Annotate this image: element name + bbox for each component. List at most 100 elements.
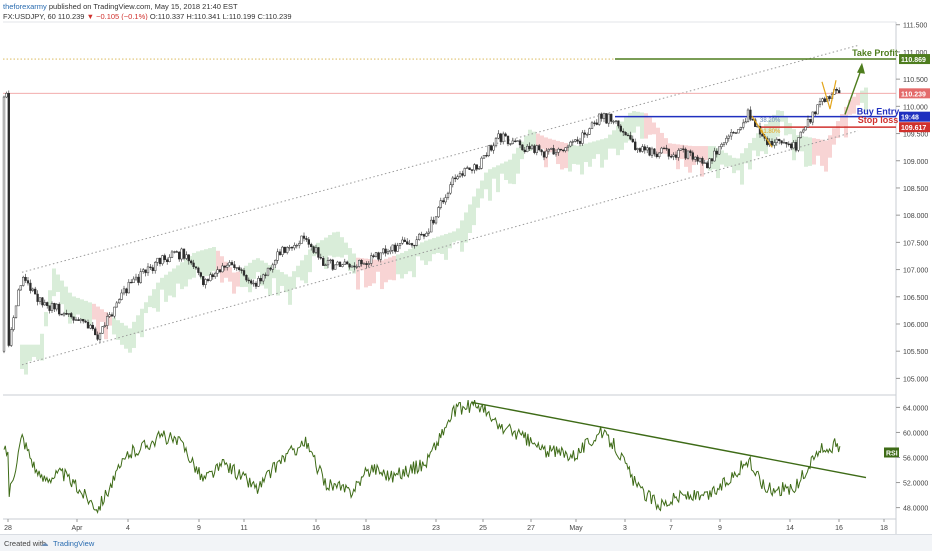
candle-body xyxy=(286,247,289,253)
cloud-segment xyxy=(664,138,668,154)
candle-body xyxy=(34,288,37,295)
time-axis-label: 4 xyxy=(126,525,130,532)
candle-body xyxy=(192,262,195,267)
time-axis-label: 25 xyxy=(479,525,487,532)
candle-body xyxy=(178,251,181,260)
candle-body xyxy=(295,244,298,247)
candle-body xyxy=(122,288,126,294)
cloud-segment xyxy=(496,165,500,193)
cloud-segment xyxy=(784,117,788,136)
candle-body xyxy=(413,244,416,247)
candle-body xyxy=(322,257,325,266)
candle-body xyxy=(331,259,334,270)
candle-body xyxy=(149,266,152,268)
candle-body xyxy=(197,267,200,273)
cloud-segment xyxy=(140,308,144,338)
candle-body xyxy=(206,279,210,281)
candle-body xyxy=(187,254,190,262)
candle-body xyxy=(209,274,212,281)
cloud-segment xyxy=(420,242,424,261)
candle-body xyxy=(823,98,826,102)
candle-body xyxy=(65,313,68,315)
candle-body xyxy=(732,132,735,134)
price-axis-label: 107.500 xyxy=(903,240,928,247)
cloud-segment xyxy=(800,135,804,152)
candle-body xyxy=(612,121,615,123)
candle-body xyxy=(725,137,728,144)
candle-body xyxy=(504,133,507,137)
candle-body xyxy=(614,120,618,122)
publisher-name[interactable]: theforexarmy xyxy=(3,2,47,11)
candle-body xyxy=(127,281,130,294)
cloud-segment xyxy=(344,242,348,255)
cloud-segment xyxy=(812,138,816,165)
candle-body xyxy=(348,263,351,268)
cloud-segment xyxy=(52,268,56,297)
candle-body xyxy=(494,137,498,147)
cloud-segment xyxy=(296,265,300,278)
candle-body xyxy=(46,302,49,306)
stop-loss-price-tag: 109.617 xyxy=(901,125,926,132)
cloud-segment xyxy=(744,148,748,164)
cloud-segment xyxy=(532,131,536,148)
candle-body xyxy=(101,326,104,334)
cloud-segment xyxy=(372,259,376,284)
candle-body xyxy=(257,278,260,287)
cloud-segment xyxy=(612,130,616,149)
cloud-segment xyxy=(404,251,408,275)
cloud-segment xyxy=(64,286,68,316)
cloud-segment xyxy=(76,297,80,315)
candle-body xyxy=(214,272,217,278)
candle-body xyxy=(449,184,452,194)
cloud-segment xyxy=(764,124,768,154)
published-text: published on TradingView.com, May 15, 20… xyxy=(48,2,238,11)
cloud-segment xyxy=(600,139,604,168)
candle-body xyxy=(233,264,236,268)
footer-brand[interactable]: TradingView xyxy=(53,539,95,548)
cloud-segment xyxy=(832,128,836,145)
candle-body xyxy=(374,252,378,257)
stop-loss-label: Stop loss xyxy=(858,115,899,125)
cloud-segment xyxy=(272,267,276,279)
ohlc-values: O:110.337 H:110.341 L:110.199 C:110.239 xyxy=(149,12,292,21)
time-axis-label: 18 xyxy=(880,525,888,532)
cloud-segment xyxy=(720,150,724,165)
candle-body xyxy=(307,239,310,245)
candle-body xyxy=(523,149,526,152)
cloud-segment xyxy=(484,172,488,190)
cloud-segment xyxy=(504,161,508,180)
cloud-segment xyxy=(68,292,72,324)
candle-body xyxy=(550,148,553,150)
cloud-segment xyxy=(508,159,512,184)
candle-body xyxy=(329,259,332,261)
cloud-segment xyxy=(20,344,24,369)
candle-body xyxy=(290,247,294,249)
candle-body xyxy=(480,157,483,169)
rsi-axis-label: 52.0000 xyxy=(903,481,928,488)
candle-body xyxy=(130,281,133,284)
cloud-segment xyxy=(688,145,692,173)
candle-body xyxy=(384,248,387,254)
candle-body xyxy=(67,313,70,315)
candle-body xyxy=(262,274,265,282)
candle-body xyxy=(660,147,663,154)
rsi-axis-label: 64.0000 xyxy=(903,405,928,412)
price-change: ▼ −0.105 (−0.1%) xyxy=(86,12,148,21)
cloud-segment xyxy=(548,138,552,153)
candle-body xyxy=(835,88,838,91)
candle-body xyxy=(466,167,469,169)
candle-body xyxy=(473,164,476,171)
cloud-segment xyxy=(360,258,364,271)
cloud-segment xyxy=(324,237,328,269)
stop-loss-price-tag-bg xyxy=(899,122,930,133)
candle-body xyxy=(175,251,178,253)
candle-body xyxy=(442,200,445,203)
candle-body xyxy=(703,162,706,164)
target-arrow-line xyxy=(844,66,863,115)
candle-body xyxy=(50,303,54,311)
price-axis-label: 110.500 xyxy=(903,77,928,84)
cloud-segment xyxy=(568,144,572,172)
candle-body xyxy=(53,303,56,310)
price-axis-label: 109.000 xyxy=(903,159,928,166)
